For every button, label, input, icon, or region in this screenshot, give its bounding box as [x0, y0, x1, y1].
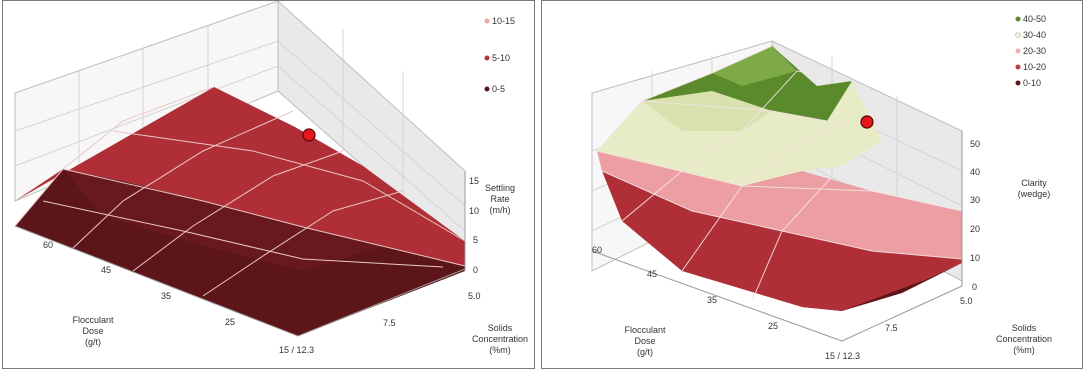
legend-swatch	[1015, 64, 1021, 70]
y-axis-label: Solids Concentration (%m)	[472, 323, 528, 355]
svg-text:(g/t): (g/t)	[637, 347, 653, 357]
svg-text:Dose: Dose	[82, 326, 103, 336]
legend-swatch	[484, 18, 490, 24]
svg-text:(m/h): (m/h)	[490, 205, 511, 215]
z-tick: 30	[970, 195, 980, 205]
surface-band-5-10	[15, 87, 465, 266]
surface-grid	[14, 86, 466, 297]
svg-text:Concentration: Concentration	[996, 334, 1052, 344]
x-tick: 45	[647, 269, 657, 279]
z-tick: 0	[473, 265, 478, 275]
svg-text:Solids: Solids	[1012, 323, 1037, 333]
surface-band-20-30	[597, 151, 962, 259]
legend-swatch	[484, 55, 490, 61]
z-tick: 15	[469, 176, 479, 186]
legend-label: 10-15	[492, 16, 515, 26]
surface-shade-mid	[63, 169, 383, 271]
legend-swatch	[1015, 16, 1021, 22]
z-axis-label: Clarity (wedge)	[1018, 178, 1051, 199]
z-tick: 10	[469, 206, 479, 216]
y-tick: 5.0	[960, 296, 973, 306]
legend-swatch	[1015, 32, 1021, 38]
legend-label: 5-10	[492, 53, 510, 63]
svg-text:Settling: Settling	[485, 183, 515, 193]
legend-label: 10-20	[1023, 62, 1046, 72]
z-tick: 40	[970, 167, 980, 177]
clarity-chart: 60 45 35 25 15 / 12.3 5.0 7.5 0 10 20 30…	[541, 0, 1083, 369]
settling-rate-surface-svg: 60 45 35 25 15 / 12.3 5.0 7.5 0 5 10 15 …	[14, 1, 528, 355]
surface-grid	[596, 45, 963, 302]
y-tick: 7.5	[885, 323, 898, 333]
x-tick: 60	[43, 240, 53, 250]
legend: 40-50 30-40 20-30 10-20 0-10	[1015, 14, 1046, 88]
x-tick: 15 / 12.3	[279, 345, 314, 355]
legend-label: 20-30	[1023, 46, 1046, 56]
z-tick: 0	[972, 282, 977, 292]
z-tick: 50	[970, 139, 980, 149]
z-tick: 10	[970, 253, 980, 263]
y-tick: 7.5	[383, 318, 396, 328]
svg-text:Rate: Rate	[490, 194, 509, 204]
settling-rate-chart: 60 45 35 25 15 / 12.3 5.0 7.5 0 5 10 15 …	[2, 0, 535, 369]
clarity-surface-svg: 60 45 35 25 15 / 12.3 5.0 7.5 0 10 20 30…	[591, 14, 1052, 361]
legend-label: 0-10	[1023, 78, 1041, 88]
surface-band-10-20	[602, 171, 962, 311]
z-tick: 20	[970, 224, 980, 234]
legend-swatch	[1015, 48, 1021, 54]
legend-swatch	[484, 86, 490, 92]
y-tick: 5.0	[468, 291, 481, 301]
svg-text:Flocculant: Flocculant	[72, 315, 114, 325]
svg-text:Concentration: Concentration	[472, 334, 528, 344]
legend-label: 0-5	[492, 84, 505, 94]
wall-gridlines	[14, 26, 466, 232]
x-axis-label: Flocculant Dose (g/t)	[72, 315, 114, 347]
legend: 10-15 5-10 0-5	[484, 16, 515, 94]
z-axis-label: Settling Rate (m/h)	[485, 183, 515, 215]
surface-shade-30-40	[642, 91, 772, 131]
svg-text:(%m): (%m)	[489, 345, 511, 355]
x-tick: 35	[161, 291, 171, 301]
x-tick: 45	[101, 265, 111, 275]
operating-point-marker	[302, 128, 316, 142]
svg-text:Flocculant: Flocculant	[624, 325, 666, 335]
svg-text:Dose: Dose	[634, 336, 655, 346]
svg-text:(wedge): (wedge)	[1018, 189, 1051, 199]
svg-text:Clarity: Clarity	[1021, 178, 1047, 188]
legend-label: 40-50	[1023, 14, 1046, 24]
x-tick: 25	[225, 317, 235, 327]
x-tick: 60	[592, 245, 602, 255]
y-axis-label: Solids Concentration (%m)	[996, 323, 1052, 355]
legend-label: 30-40	[1023, 30, 1046, 40]
x-tick: 35	[707, 295, 717, 305]
x-tick: 15 / 12.3	[825, 351, 860, 361]
z-tick: 5	[473, 235, 478, 245]
x-axis-label: Flocculant Dose (g/t)	[624, 325, 666, 357]
svg-text:(%m): (%m)	[1013, 345, 1035, 355]
svg-text:(g/t): (g/t)	[85, 337, 101, 347]
x-tick: 25	[768, 321, 778, 331]
surface-shade-40-50	[712, 46, 797, 86]
operating-point-marker	[860, 115, 874, 129]
legend-swatch	[1015, 80, 1021, 86]
svg-text:Solids: Solids	[488, 323, 513, 333]
